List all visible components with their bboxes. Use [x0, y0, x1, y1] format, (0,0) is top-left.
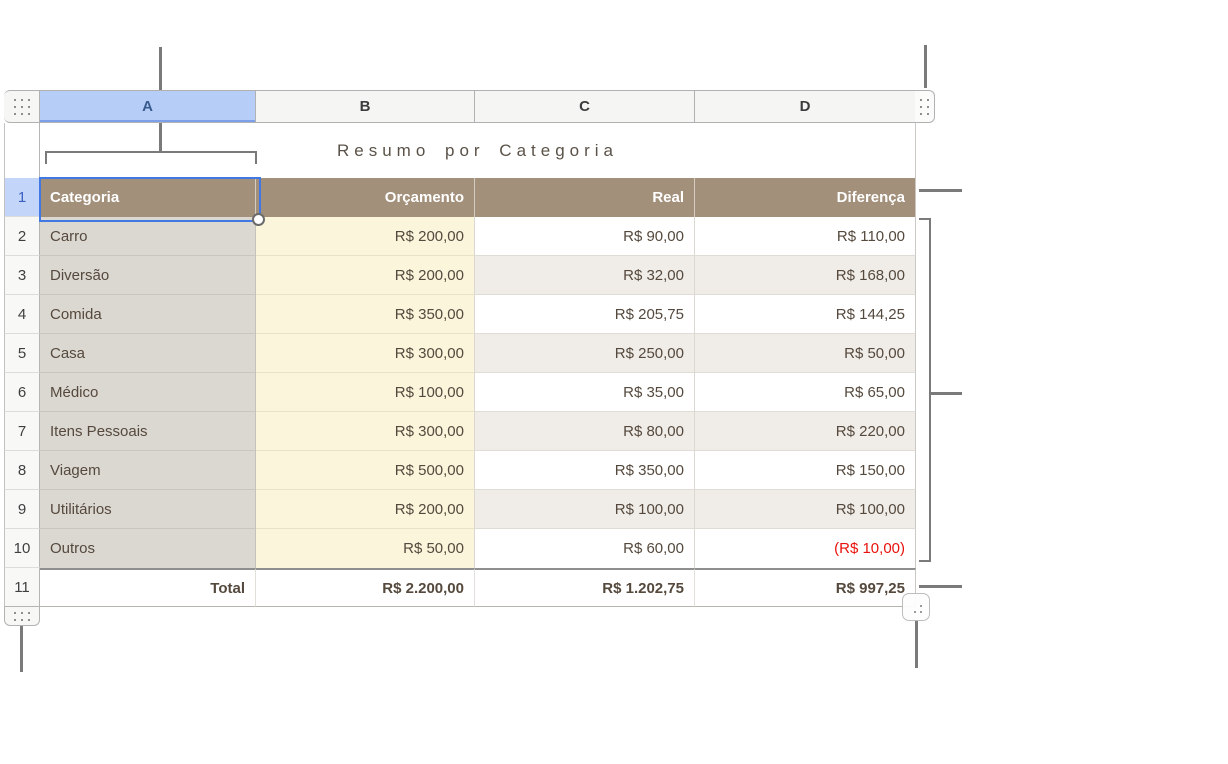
column-header-bar: A B C D [4, 90, 936, 123]
cell-orcamento[interactable]: R$ 300,00 [256, 334, 475, 373]
add-row-handle[interactable] [4, 607, 40, 626]
cell-diferenca[interactable]: R$ 110,00 [695, 217, 916, 256]
cell-d1-diferenca[interactable]: Diferença [695, 178, 916, 217]
row-header-6[interactable]: 6 [4, 373, 40, 412]
cell-orcamento[interactable]: R$ 200,00 [256, 490, 475, 529]
table-title-row: Resumo por Categoria [4, 123, 936, 178]
row-header-8[interactable]: 8 [4, 451, 40, 490]
table-total-row: 11 Total R$ 2.200,00 R$ 1.202,75 R$ 997,… [4, 568, 936, 607]
cell-categoria[interactable]: Comida [40, 295, 256, 334]
selection-handle-dot[interactable] [252, 213, 265, 226]
cell-total-label[interactable]: Total [40, 568, 256, 607]
cell-orcamento[interactable]: R$ 50,00 [256, 529, 475, 568]
cell-orcamento[interactable]: R$ 500,00 [256, 451, 475, 490]
cell-real[interactable]: R$ 205,75 [475, 295, 695, 334]
cell-real[interactable]: R$ 32,00 [475, 256, 695, 295]
cell-total-orcamento[interactable]: R$ 2.200,00 [256, 568, 475, 607]
callout-bracket-cell-a1 [45, 151, 257, 153]
table-row: 9 Utilitários R$ 200,00 R$ 100,00 R$ 100,00 [4, 490, 936, 529]
cell-diferenca[interactable]: (R$ 10,00) [695, 529, 916, 568]
table-row: 2 Carro R$ 200,00 R$ 90,00 R$ 110,00 [4, 217, 936, 256]
table-resize-handle[interactable] [902, 593, 930, 621]
row-header-10[interactable]: 10 [4, 529, 40, 568]
cell-real[interactable]: R$ 250,00 [475, 334, 695, 373]
column-header-a[interactable]: A [40, 90, 256, 123]
cell-categoria[interactable]: Casa [40, 334, 256, 373]
table-row: 10 Outros R$ 50,00 R$ 60,00 (R$ 10,00) [4, 529, 936, 568]
cell-orcamento[interactable]: R$ 350,00 [256, 295, 475, 334]
row-header-1[interactable]: 1 [4, 178, 40, 217]
cell-total-diferenca[interactable]: R$ 997,25 [695, 568, 916, 607]
row-header-2[interactable]: 2 [4, 217, 40, 256]
row-header-3[interactable]: 3 [4, 256, 40, 295]
table-header-row: 1 Categoria Orçamento Real Diferença [4, 178, 936, 217]
cell-real[interactable]: R$ 80,00 [475, 412, 695, 451]
cell-diferenca[interactable]: R$ 100,00 [695, 490, 916, 529]
cell-orcamento[interactable]: R$ 300,00 [256, 412, 475, 451]
cell-selection-outline[interactable] [39, 177, 265, 226]
cell-orcamento[interactable]: R$ 200,00 [256, 256, 475, 295]
cell-real[interactable]: R$ 350,00 [475, 451, 695, 490]
table-row: 3 Diversão R$ 200,00 R$ 32,00 R$ 168,00 [4, 256, 936, 295]
cell-diferenca[interactable]: R$ 65,00 [695, 373, 916, 412]
cell-diferenca[interactable]: R$ 144,25 [695, 295, 916, 334]
cell-categoria[interactable]: Carro [40, 217, 256, 256]
cell-orcamento[interactable]: R$ 100,00 [256, 373, 475, 412]
grid-dots-icon [14, 611, 30, 621]
callout-line-data-rows [930, 392, 962, 395]
callout-bracket-left-tick [45, 151, 47, 164]
row-header-11[interactable]: 11 [4, 568, 40, 607]
cell-categoria[interactable]: Itens Pessoais [40, 412, 256, 451]
callout-line-add-row [20, 625, 23, 672]
cell-c1-real[interactable]: Real [475, 178, 695, 217]
cell-a1-categoria[interactable]: Categoria [40, 178, 256, 217]
callout-bracket-bottom-tick [919, 560, 930, 562]
cell-real[interactable]: R$ 60,00 [475, 529, 695, 568]
column-header-d[interactable]: D [695, 90, 916, 123]
table-row: 8 Viagem R$ 500,00 R$ 350,00 R$ 150,00 [4, 451, 936, 490]
cell-diferenca[interactable]: R$ 150,00 [695, 451, 916, 490]
cell-orcamento[interactable]: R$ 200,00 [256, 217, 475, 256]
callout-bracket-top-tick [919, 218, 930, 220]
table-title[interactable]: Resumo por Categoria [40, 123, 916, 178]
cell-b1-orcamento[interactable]: Orçamento [256, 178, 475, 217]
row-header-9[interactable]: 9 [4, 490, 40, 529]
cell-diferenca[interactable]: R$ 220,00 [695, 412, 916, 451]
cell-real[interactable]: R$ 90,00 [475, 217, 695, 256]
callout-line-resize-handle [915, 620, 918, 668]
cell-diferenca[interactable]: R$ 50,00 [695, 334, 916, 373]
column-header-c[interactable]: C [475, 90, 695, 123]
callout-line-header-row [919, 189, 962, 192]
add-column-handle[interactable] [915, 90, 935, 123]
cell-categoria[interactable]: Utilitários [40, 490, 256, 529]
cell-categoria[interactable]: Outros [40, 529, 256, 568]
spreadsheet-table: A B C D Resumo por Categoria 1 Categoria… [4, 90, 936, 626]
table-row: 4 Comida R$ 350,00 R$ 205,75 R$ 144,25 [4, 295, 936, 334]
cell-real[interactable]: R$ 100,00 [475, 490, 695, 529]
cell-categoria[interactable]: Médico [40, 373, 256, 412]
callout-line-total-row [919, 585, 962, 588]
corner-dots-icon [920, 611, 922, 613]
table-body: 2 Carro R$ 200,00 R$ 90,00 R$ 110,00 3 Diversã… [4, 217, 936, 568]
callout-bracket-data-rows [929, 218, 931, 562]
table-row: 5 Casa R$ 300,00 R$ 250,00 R$ 50,00 [4, 334, 936, 373]
cell-diferenca[interactable]: R$ 168,00 [695, 256, 916, 295]
cell-categoria[interactable]: Viagem [40, 451, 256, 490]
cell-real[interactable]: R$ 35,00 [475, 373, 695, 412]
grid-dots-icon [13, 98, 30, 115]
callout-line-add-column [924, 45, 927, 88]
table-row: 6 Médico R$ 100,00 R$ 35,00 R$ 65,00 [4, 373, 936, 412]
row-header-empty [4, 123, 40, 178]
column-header-b[interactable]: B [256, 90, 475, 123]
row-header-5[interactable]: 5 [4, 334, 40, 373]
row-header-7[interactable]: 7 [4, 412, 40, 451]
table-row: 7 Itens Pessoais R$ 300,00 R$ 80,00 R$ 220,0… [4, 412, 936, 451]
table-handle[interactable] [4, 90, 40, 123]
cell-total-real[interactable]: R$ 1.202,75 [475, 568, 695, 607]
row-header-4[interactable]: 4 [4, 295, 40, 334]
callout-bracket-right-tick [255, 151, 257, 164]
grid-dots-icon [920, 98, 929, 115]
cell-categoria[interactable]: Diversão [40, 256, 256, 295]
